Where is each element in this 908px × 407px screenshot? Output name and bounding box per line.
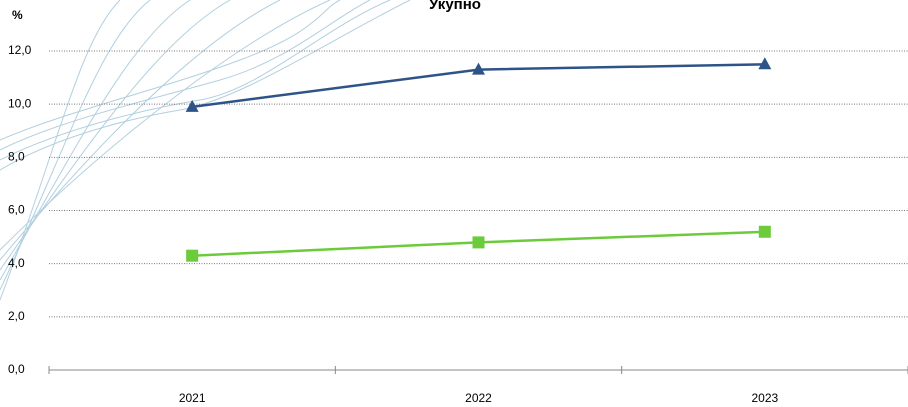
x-tick-label: 2021 — [179, 391, 206, 405]
y-tick-label: 4,0 — [8, 256, 25, 270]
decoration — [0, 0, 411, 301]
y-tick-label: 2,0 — [8, 309, 25, 323]
y-tick-label: 0,0 — [8, 362, 25, 376]
y-tick-label: 10,0 — [8, 96, 32, 110]
y-axis-label: % — [12, 8, 23, 22]
y-tick-label: 8,0 — [8, 150, 25, 164]
x-tick-label: 2023 — [751, 391, 778, 405]
marker — [186, 249, 199, 262]
marker — [758, 57, 772, 70]
y-tick-label: 6,0 — [8, 203, 25, 217]
chart-title: Укупно — [429, 0, 481, 13]
x-tick-label: 2022 — [465, 391, 492, 405]
marker — [185, 99, 199, 112]
y-tick-label: 12,0 — [8, 43, 32, 57]
marker — [472, 236, 485, 249]
marker — [472, 62, 485, 75]
marker — [758, 225, 771, 238]
